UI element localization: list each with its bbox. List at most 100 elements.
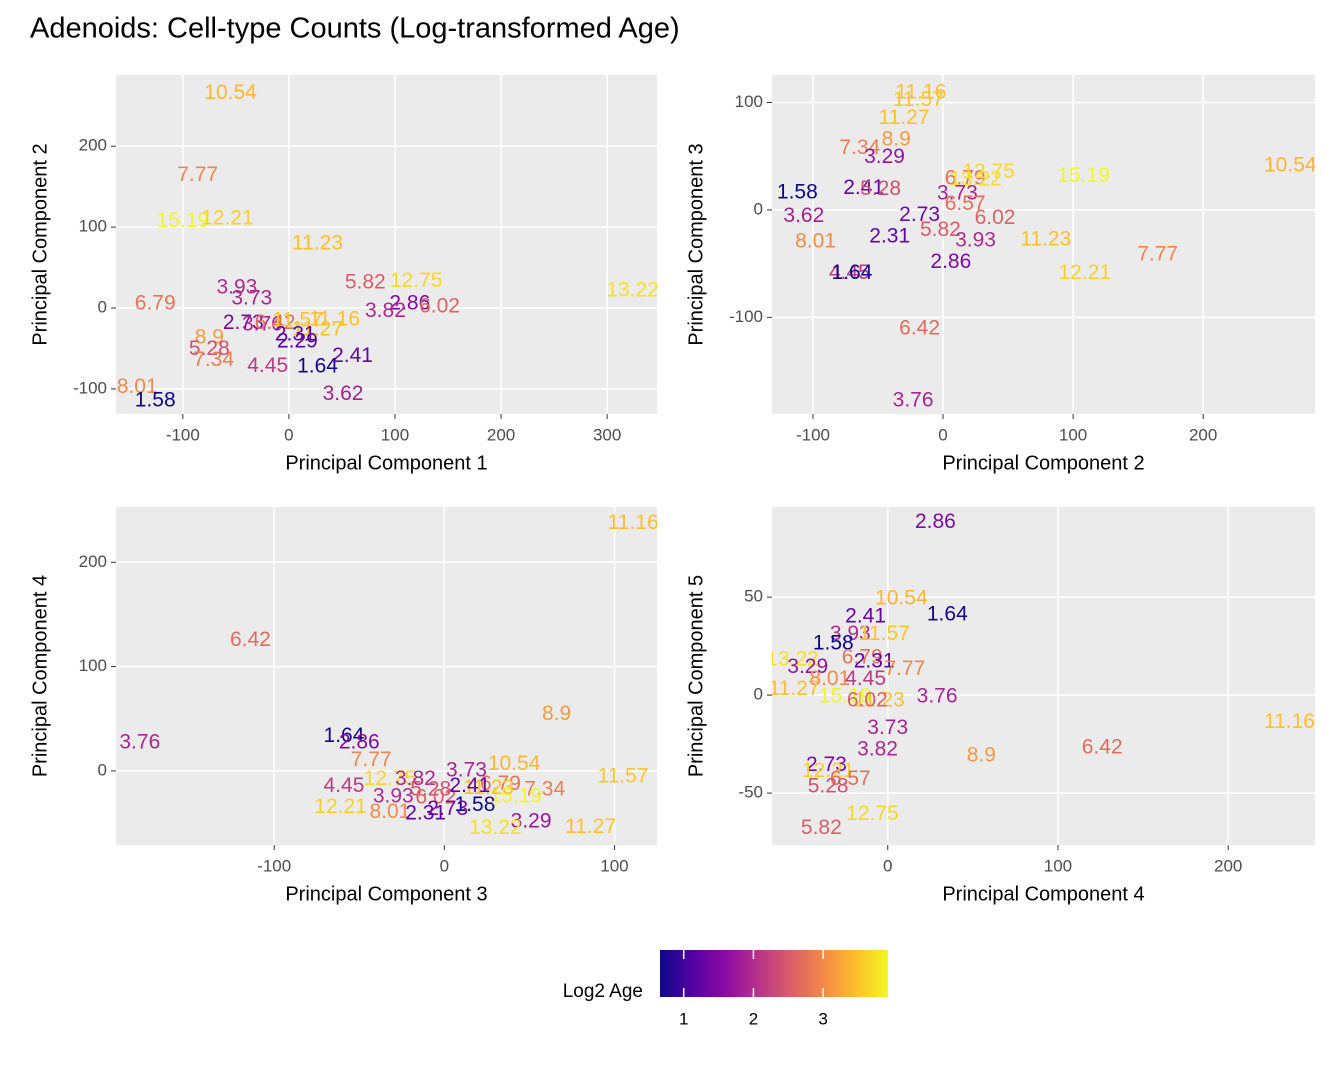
point-label: 12.75 [390,269,443,292]
point-label: 3.93 [216,275,257,298]
x-tick-label: 100 [381,425,409,444]
point-label: 11.16 [309,308,360,331]
point-label: 11.57 [859,622,910,645]
point-label: 15.19 [1057,164,1110,187]
point-label: 8.9 [967,743,996,766]
legend-tick-label: 3 [818,1009,827,1028]
point-label: 12.21 [802,759,855,782]
x-tick-label: 200 [1189,425,1217,444]
y-axis-title: Principal Component 5 [685,575,707,777]
x-tick-label: -100 [796,425,830,444]
x-tick-label: 0 [938,425,947,444]
point-label: 6.02 [847,689,888,712]
point-label: 11.23 [292,232,343,255]
point-label: 7.34 [524,777,565,800]
y-tick-label: 200 [79,552,107,571]
point-label: 12.75 [846,802,899,825]
point-label: 3.29 [864,145,905,168]
point-label: 8.01 [369,800,410,823]
point-label: 8.01 [795,230,836,253]
x-tick-label: 300 [593,425,621,444]
x-tick-label: 0 [284,425,293,444]
point-label: 3.93 [373,785,414,808]
point-label: 11.23 [854,689,905,712]
point-label: 11.27 [292,317,343,340]
point-label: 4.45 [324,774,365,797]
point-label: 3.76 [893,389,934,412]
point-label: 13.22 [606,279,659,302]
point-label: 7.77 [177,163,218,186]
point-label: 2.31 [275,322,316,345]
point-label: 2.31 [854,649,895,672]
point-label: 6.42 [899,317,940,340]
x-tick-label: -100 [166,425,200,444]
point-label: 11.57 [597,765,648,788]
point-label: 2.73 [806,753,847,776]
y-axis-title: Principal Component 2 [29,143,51,345]
point-label: 1.64 [297,355,338,378]
figure-title: Adenoids: Cell-type Counts (Log-transfor… [30,13,680,45]
point-label: 1.58 [813,632,854,655]
point-label: 5.82 [920,218,961,241]
point-label: 1.58 [135,389,176,412]
point-label: 7.77 [1137,243,1178,266]
point-label: 5.28 [860,177,901,200]
point-label: 10.54 [204,81,257,104]
point-label: 2.41 [843,176,884,199]
point-label: 1.58 [777,180,818,203]
point-label: 5.82 [345,270,386,293]
point-label: 2.31 [869,224,910,247]
y-axis-title: Principal Component 4 [29,575,51,777]
point-label: 12.21 [1059,261,1112,284]
x-axis-title: Principal Component 2 [942,452,1144,474]
point-label: 11.16 [1264,710,1315,733]
point-label: 4.45 [845,667,886,690]
point-label: 2.86 [339,730,380,753]
point-label: 15.19 [157,209,210,232]
point-label: 11.27 [769,677,820,700]
point-label: 11.27 [565,815,616,838]
point-label: 11.57 [893,88,944,111]
point-label: 6.02 [415,786,456,809]
point-label: 15.19 [490,785,543,808]
x-tick-label: 100 [1044,856,1072,875]
point-label: 11.23 [1020,228,1071,251]
point-label: 10.54 [488,752,541,775]
point-label: 2.86 [389,292,430,315]
point-label: 13.22 [766,647,819,670]
point-label: 7.34 [839,136,880,159]
x-axis-title: Principal Component 4 [942,883,1144,905]
point-label: 2.73 [899,203,940,226]
panel-background [116,75,657,414]
point-label: 3.73 [867,716,908,739]
point-label: 6.79 [842,645,883,668]
point-label: 12.75 [962,160,1015,183]
x-tick-label: 200 [1214,856,1242,875]
point-label: 1.64 [324,724,365,747]
y-tick-label: 0 [754,199,763,218]
point-label: 12.21 [201,207,254,230]
point-label: 2.86 [930,250,971,273]
point-label: 6.57 [830,767,871,790]
point-label: 5.28 [189,337,230,360]
point-label: 2.29 [277,330,318,353]
point-label: 3.76 [917,685,958,708]
points: 11.166.423.768.91.642.867.77 10.543.73 11.… [119,511,657,839]
point-label: 2.41 [332,344,373,367]
point-label: 8.01 [117,375,158,398]
point-label: 2.41 [845,604,886,627]
legend-tick-label: 2 [749,1009,758,1028]
point-label: 2.86 [915,510,956,533]
point-label: 11.23 [463,776,514,799]
y-tick-label: 0 [98,297,107,316]
x-axis-title: Principal Component 3 [285,883,487,905]
point-label: 8.9 [542,702,571,725]
y-tick-label: 100 [79,217,107,236]
point-label: 3.82 [857,738,898,761]
x-tick-label: -100 [257,856,291,875]
point-label: 4.45 [829,261,870,284]
